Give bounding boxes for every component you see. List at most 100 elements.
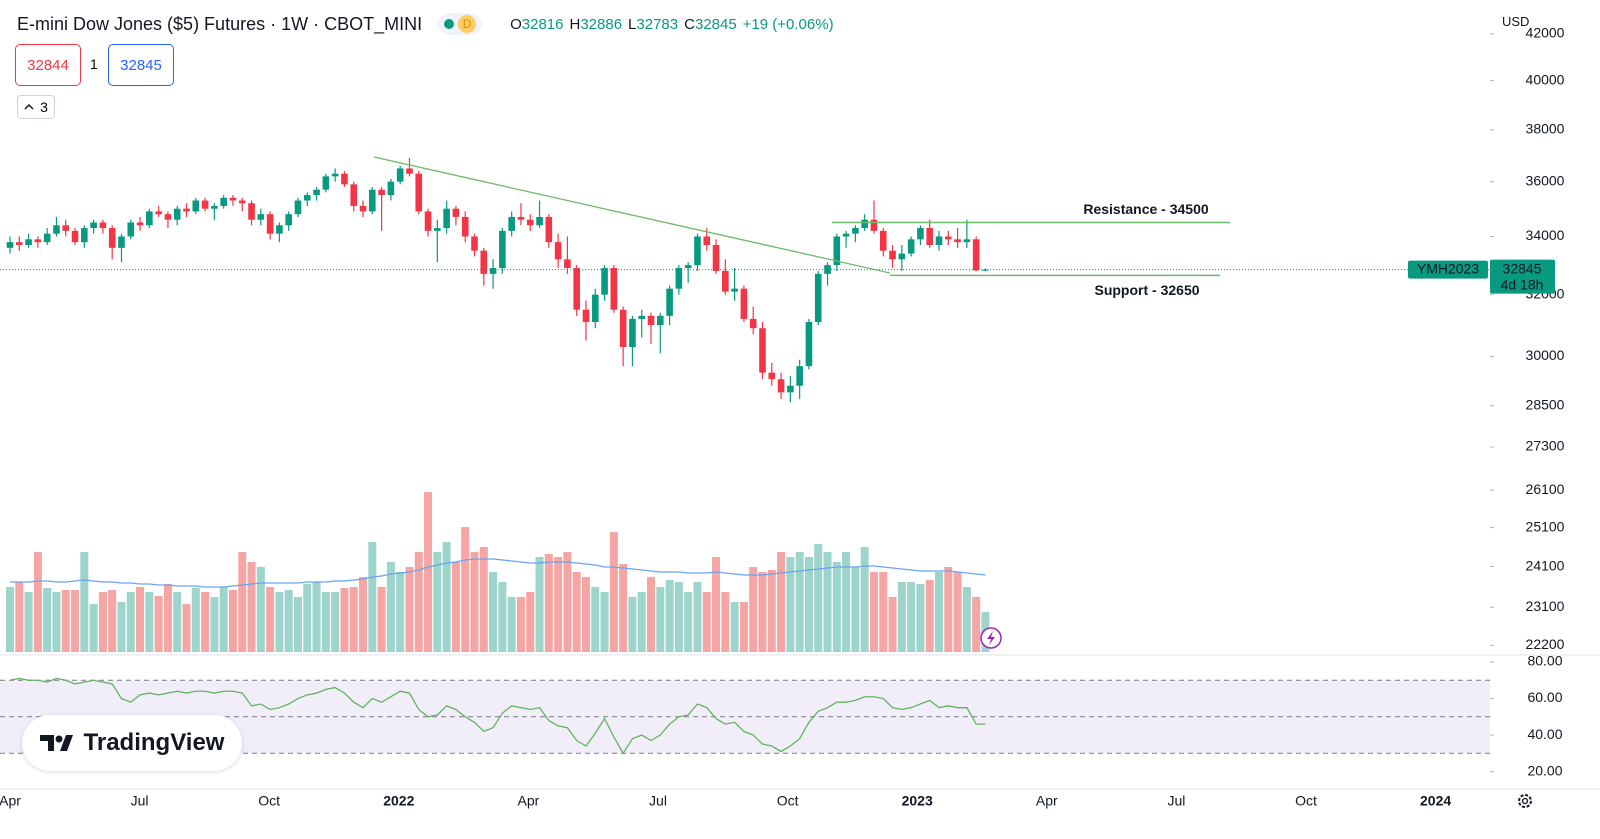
candle-body <box>90 222 97 229</box>
candle-body <box>71 230 79 243</box>
volume-bar <box>98 592 107 652</box>
ohlc-label: C <box>684 15 695 33</box>
ohlc-value: 32886 <box>580 15 623 33</box>
rsi-tick-label: 80.00 <box>1527 653 1562 669</box>
volume-bar <box>972 597 981 652</box>
ohlc-label: L <box>628 15 637 33</box>
volume-bar <box>637 592 646 652</box>
volume-bar <box>108 590 117 652</box>
candle-body <box>15 242 23 245</box>
x-tick-label: Oct <box>258 793 280 809</box>
volume-bar <box>702 592 711 652</box>
y-tick-label: 38000 <box>1526 121 1565 137</box>
candle-body <box>99 222 107 229</box>
candle-body <box>787 385 794 393</box>
rsi-line <box>9 677 986 755</box>
candle-body <box>768 372 776 380</box>
candle-body <box>331 173 339 177</box>
candle-body <box>582 309 590 322</box>
candle-body <box>861 219 868 229</box>
candle-body <box>303 195 311 201</box>
candle-body <box>127 222 135 237</box>
trend-line <box>373 156 891 274</box>
volume-bar <box>256 567 265 652</box>
x-tick-label: Jul <box>131 793 149 809</box>
x-tick-label: Apr <box>1036 793 1058 809</box>
candle-body <box>833 236 841 266</box>
x-tick-label: Apr <box>518 793 540 809</box>
y-tick-label: 22200 <box>1526 636 1565 652</box>
candle-body <box>694 236 701 266</box>
indicators-toggle[interactable]: 3 <box>17 95 55 119</box>
candle-body <box>982 269 989 271</box>
volume-bar <box>860 547 869 652</box>
status-badge[interactable]: D <box>438 13 483 35</box>
candle-body <box>954 239 961 243</box>
candle-body <box>842 233 850 237</box>
candle-body <box>972 239 980 271</box>
volume-bar <box>665 580 674 652</box>
candle-body <box>406 168 413 174</box>
buy-button[interactable]: 32845 <box>108 44 174 86</box>
x-tick-label: 2023 <box>902 793 933 809</box>
ohlc: O32816 H32886 L32783 C32845 +19 (+0.06%) <box>510 16 839 33</box>
candle-body <box>545 216 553 243</box>
candle-body <box>536 216 543 226</box>
candle-body <box>740 288 748 319</box>
candle-body <box>554 242 562 260</box>
candle-body <box>313 189 320 196</box>
candle-body <box>322 176 330 190</box>
logo-text: TradingView <box>83 729 225 756</box>
volume-bar <box>739 602 748 652</box>
x-tick-label: Jul <box>649 793 667 809</box>
volume-bar <box>303 584 312 652</box>
volume-bar <box>368 542 377 652</box>
volume-bar <box>386 562 395 652</box>
candle-body <box>220 197 227 206</box>
candle-body <box>731 288 738 292</box>
candle-body <box>415 173 423 212</box>
volume-bar <box>173 592 182 652</box>
quantity[interactable]: 1 <box>90 56 98 72</box>
candle-body <box>266 214 274 234</box>
tradingview-logo[interactable]: TradingView <box>22 715 242 771</box>
candle-body <box>164 214 172 220</box>
candle-body <box>722 270 729 292</box>
ohlc-label: H <box>569 15 581 33</box>
volume-bar <box>795 552 804 652</box>
candle-body <box>471 236 478 251</box>
y-tick-label: 24100 <box>1526 557 1565 573</box>
volume-bar <box>526 592 535 652</box>
candle-body <box>341 173 348 185</box>
volume-bar <box>897 582 906 652</box>
volume-bar <box>228 590 237 652</box>
sell-button[interactable]: 32844 <box>15 44 81 86</box>
ohlc-value: 32783 <box>636 15 679 33</box>
candle-body <box>369 189 376 212</box>
y-tick-label: 30000 <box>1526 347 1565 363</box>
symbol-title[interactable]: E-mini Dow Jones ($5) Futures · 1W · CBO… <box>17 13 423 34</box>
volume-bar <box>674 582 683 652</box>
currency[interactable]: USD <box>1502 14 1530 29</box>
volume-bar <box>619 564 628 652</box>
candle-body <box>257 214 265 220</box>
y-tick-label: 25100 <box>1526 518 1565 534</box>
candle-body <box>675 268 683 289</box>
ohlc-value: 32816 <box>521 15 564 33</box>
volume-bar <box>451 562 460 652</box>
volume-bar <box>600 592 609 652</box>
volume-bar <box>498 582 507 652</box>
price-tag <box>1490 259 1555 294</box>
x-tick-label: Apr <box>0 793 21 809</box>
volume-bar <box>581 577 590 652</box>
candle-body <box>889 250 896 260</box>
volume-bar <box>693 582 702 652</box>
volume-bar <box>684 592 693 652</box>
y-tick-label: 26100 <box>1526 481 1565 497</box>
volume-bar <box>786 557 795 652</box>
ohlc-label: O <box>510 15 522 33</box>
volume-bar <box>842 552 851 652</box>
volume-bar <box>71 590 80 652</box>
volume-bar <box>396 572 405 652</box>
